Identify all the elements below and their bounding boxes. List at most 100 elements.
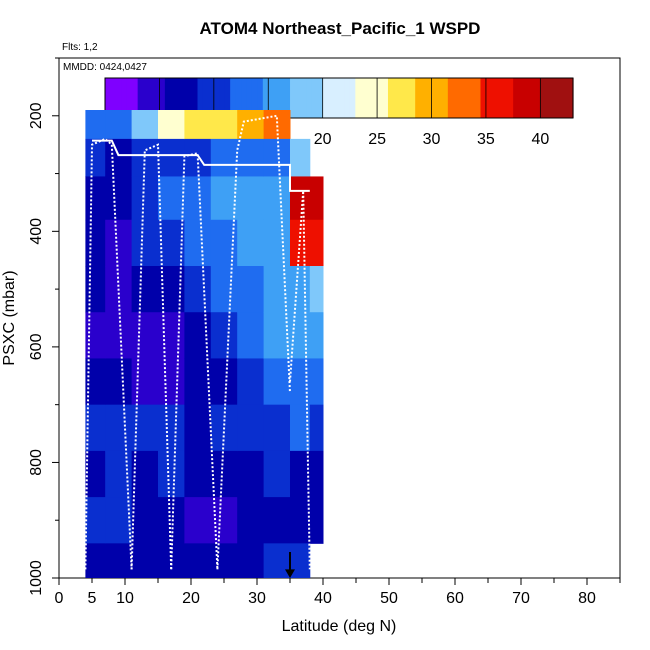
heatmap-cell xyxy=(237,450,265,498)
colorbar-swatch xyxy=(132,78,139,118)
colorbar-swatch xyxy=(415,78,422,118)
colorbar-swatch xyxy=(170,78,177,118)
heatmap-cells xyxy=(85,110,324,578)
heatmap-cell xyxy=(237,219,265,267)
heatmap-cell xyxy=(210,219,238,267)
colorbar-swatch xyxy=(502,78,509,118)
heatmap-cell xyxy=(210,358,238,406)
heatmap-cell xyxy=(237,138,265,177)
heatmap-cell xyxy=(131,176,159,221)
colorbar-swatch xyxy=(257,78,264,118)
colorbar-swatch xyxy=(485,78,492,118)
heatmap-cell xyxy=(131,358,159,406)
heatmap-cell xyxy=(263,138,291,177)
heatmap-cell xyxy=(184,404,212,452)
heatmap-cell xyxy=(210,266,238,313)
heatmap-cell xyxy=(105,219,133,267)
colorbar-tick-label: 35 xyxy=(477,131,495,148)
heatmap-cell xyxy=(237,110,265,140)
heatmap-cell xyxy=(131,219,159,267)
colorbar-swatch xyxy=(164,78,171,118)
heatmap-cell xyxy=(237,497,265,544)
heatmap-cell xyxy=(290,358,311,406)
colorbar-swatch xyxy=(333,78,340,118)
x-axis: 0 5 10 20 30 40 50 60 70 80 xyxy=(55,578,621,607)
colorbar-swatch xyxy=(420,78,427,118)
colorbar-swatch xyxy=(398,78,405,118)
heatmap-cell xyxy=(184,543,212,578)
heatmap-cell xyxy=(85,312,106,359)
x-tick-label: 10 xyxy=(116,590,134,607)
colorbar-swatch xyxy=(110,78,117,118)
heatmap-cell xyxy=(85,543,106,578)
colorbar-tick-label: 25 xyxy=(368,131,386,148)
heatmap-cell xyxy=(158,110,185,140)
y-tick-label: 600 xyxy=(28,333,45,360)
colorbar-swatch xyxy=(192,78,199,118)
colorbar-swatch xyxy=(322,78,329,118)
colorbar-swatch xyxy=(317,78,324,118)
flight-track xyxy=(84,137,133,570)
heatmap-cell xyxy=(105,176,133,221)
colorbar-swatch xyxy=(496,78,503,118)
colorbar-swatch xyxy=(284,78,291,118)
heatmap-cell xyxy=(309,176,324,221)
heatmap-cell xyxy=(263,450,291,498)
colorbar-swatch xyxy=(126,78,133,118)
heatmap-cell xyxy=(210,312,238,359)
heatmap-cell xyxy=(309,219,324,267)
x-tick-label: 30 xyxy=(248,590,266,607)
heatmap-cell xyxy=(290,266,311,313)
colorbar-swatch xyxy=(186,78,193,118)
flight-track xyxy=(216,114,291,570)
heatmap-cell xyxy=(158,219,185,267)
heatmap-cell xyxy=(105,312,133,359)
colorbar-swatch xyxy=(464,78,471,118)
heatmap-cell xyxy=(85,450,106,498)
colorbar-swatch xyxy=(306,78,313,118)
colorbar-swatch xyxy=(115,78,122,118)
heatmap-cell xyxy=(263,497,291,544)
heatmap-cell xyxy=(210,543,238,578)
x-tick-label: 50 xyxy=(380,590,398,607)
colorbar-swatch xyxy=(442,78,449,118)
heatmap-cell xyxy=(237,312,265,359)
heatmap-cell xyxy=(105,543,133,578)
colorbar-swatch xyxy=(453,78,460,118)
colorbar-swatch xyxy=(344,78,351,118)
colorbar-swatch xyxy=(105,78,112,118)
colorbar-swatch xyxy=(377,78,384,118)
colorbar-swatch xyxy=(409,78,416,118)
colorbar-swatch xyxy=(197,78,204,118)
colorbar-swatch xyxy=(268,78,275,118)
heatmap-cell xyxy=(237,543,265,578)
colorbar-swatch xyxy=(507,78,514,118)
heatmap-cell xyxy=(85,176,106,221)
heatmap-cell xyxy=(85,110,106,140)
heatmap-cell xyxy=(290,138,311,177)
heatmap-cell xyxy=(309,266,324,313)
heatmap-cell xyxy=(263,312,291,359)
heatmap-cell xyxy=(158,312,185,359)
heatmap-cell xyxy=(309,404,324,452)
heatmap-cell xyxy=(184,219,212,267)
heatmap-cell xyxy=(131,543,159,578)
date-note: MMDD: 0424,0427 xyxy=(63,62,147,73)
colorbar-swatch xyxy=(404,78,411,118)
heatmap-cell xyxy=(210,138,238,177)
heatmap-cell xyxy=(131,138,159,177)
heatmap-cell xyxy=(290,404,311,452)
colorbar-swatch xyxy=(426,78,433,118)
colorbar-swatch xyxy=(148,78,155,118)
colorbar-swatch xyxy=(387,78,395,118)
heatmap-cell xyxy=(105,497,133,544)
heatmap-cell xyxy=(131,110,159,140)
colorbar-swatch xyxy=(300,78,307,118)
colorbar-swatch xyxy=(219,78,226,118)
colorbar-swatch xyxy=(208,78,215,118)
heatmap-cell xyxy=(131,266,159,313)
colorbar-swatch xyxy=(175,78,182,118)
colorbar-swatch xyxy=(143,78,150,118)
colorbar-swatch xyxy=(279,78,286,118)
